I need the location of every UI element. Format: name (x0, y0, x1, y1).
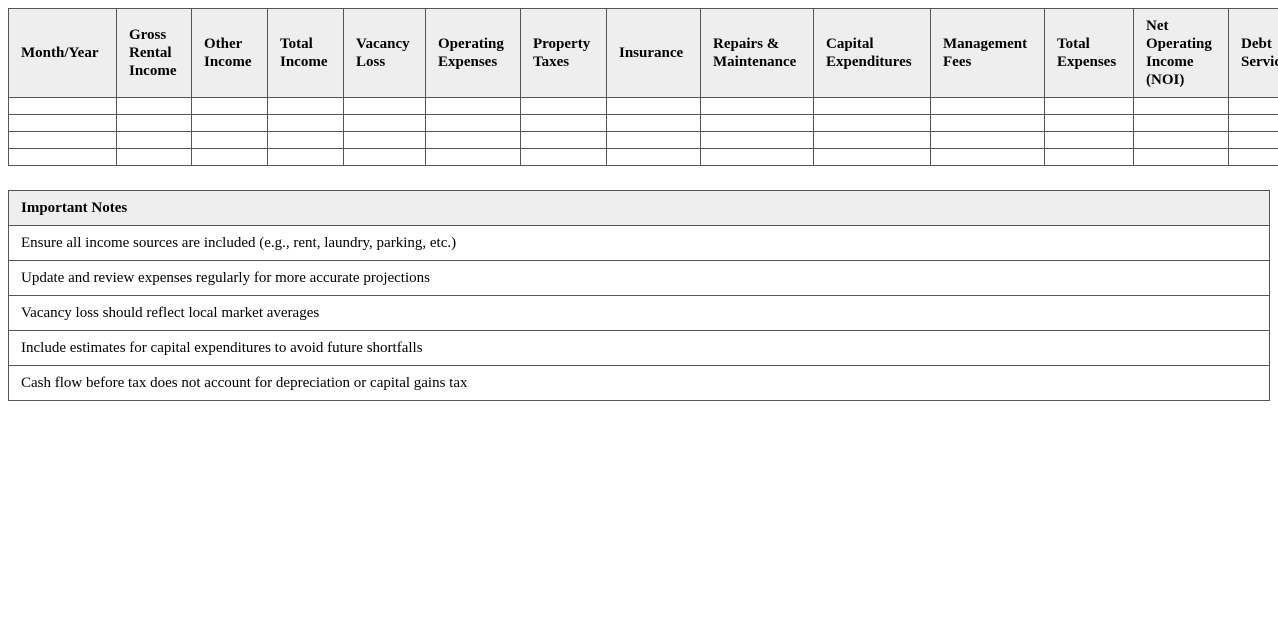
empty-cell (1228, 131, 1278, 149)
empty-row (8, 148, 1278, 166)
empty-cell (1133, 148, 1229, 166)
empty-cell (700, 114, 814, 132)
empty-cell (191, 131, 268, 149)
empty-cell (1133, 131, 1229, 149)
empty-cell (930, 148, 1045, 166)
column-header: Insurance (606, 8, 701, 98)
empty-cell (1044, 148, 1134, 166)
column-header: Debt Service (1228, 8, 1278, 98)
note-row: Include estimates for capital expenditur… (8, 330, 1270, 366)
empty-cell (1133, 97, 1229, 115)
empty-cell (1133, 114, 1229, 132)
empty-cell (930, 131, 1045, 149)
note-text: Ensure all income sources are included (… (8, 225, 1270, 261)
empty-cell (606, 148, 701, 166)
empty-cell (267, 97, 344, 115)
empty-cell (8, 97, 117, 115)
empty-cell (930, 97, 1045, 115)
empty-cell (1044, 97, 1134, 115)
empty-cell (1228, 148, 1278, 166)
empty-cell (813, 131, 931, 149)
column-header: Gross Rental Income (116, 8, 192, 98)
empty-cell (606, 97, 701, 115)
column-header: Operating Expenses (425, 8, 521, 98)
empty-cell (8, 148, 117, 166)
empty-cell (520, 148, 607, 166)
notes-title: Important Notes (8, 190, 1270, 226)
column-header: Total Expenses (1044, 8, 1134, 98)
table-container: Month/Year Gross Rental Income Other Incom… (8, 8, 1278, 166)
empty-cell (425, 131, 521, 149)
empty-cell (267, 148, 344, 166)
header-row: Month/Year Gross Rental Income Other Incom… (8, 8, 1278, 98)
empty-cell (606, 114, 701, 132)
note-row: Ensure all income sources are included (… (8, 225, 1270, 261)
empty-cell (606, 131, 701, 149)
empty-cell (520, 131, 607, 149)
notes-header-row: Important Notes (8, 190, 1270, 226)
empty-cell (267, 114, 344, 132)
column-header: Month/Year (8, 8, 117, 98)
empty-cell (1044, 131, 1134, 149)
empty-row (8, 131, 1278, 149)
empty-cell (813, 97, 931, 115)
empty-cell (700, 97, 814, 115)
column-header: Management Fees (930, 8, 1045, 98)
empty-cell (8, 114, 117, 132)
empty-cell (343, 97, 426, 115)
notes-table: Important Notes Ensure all income source… (8, 190, 1270, 401)
empty-cell (343, 148, 426, 166)
empty-cell (425, 148, 521, 166)
empty-cell (343, 114, 426, 132)
column-header: Repairs & Maintenance (700, 8, 814, 98)
empty-cell (813, 148, 931, 166)
empty-cell (700, 131, 814, 149)
empty-cell (116, 148, 192, 166)
empty-cell (1228, 114, 1278, 132)
note-text: Update and review expenses regularly for… (8, 260, 1270, 296)
empty-cell (425, 114, 521, 132)
empty-cell (116, 114, 192, 132)
empty-cell (116, 131, 192, 149)
empty-cell (116, 97, 192, 115)
empty-row (8, 114, 1278, 132)
column-header: Other Income (191, 8, 268, 98)
column-header: Total Income (267, 8, 344, 98)
empty-cell (1044, 114, 1134, 132)
empty-row (8, 97, 1278, 115)
empty-cell (425, 97, 521, 115)
empty-cell (700, 148, 814, 166)
empty-cell (191, 148, 268, 166)
note-text: Include estimates for capital expenditur… (8, 330, 1270, 366)
empty-cell (813, 114, 931, 132)
empty-cell (520, 114, 607, 132)
empty-cell (191, 97, 268, 115)
column-header: Net Operating Income (NOI) (1133, 8, 1229, 98)
empty-cell (343, 131, 426, 149)
empty-cell (1228, 97, 1278, 115)
empty-cell (267, 131, 344, 149)
empty-cell (8, 131, 117, 149)
cash-flow-table: Month/Year Gross Rental Income Other Incom… (8, 8, 1278, 166)
note-row: Cash flow before tax does not account fo… (8, 365, 1270, 401)
empty-cell (930, 114, 1045, 132)
empty-cell (520, 97, 607, 115)
column-header: Property Taxes (520, 8, 607, 98)
column-header: Vacancy Loss (343, 8, 426, 98)
note-text: Cash flow before tax does not account fo… (8, 365, 1270, 401)
note-text: Vacancy loss should reflect local market… (8, 295, 1270, 331)
empty-cell (191, 114, 268, 132)
note-row: Update and review expenses regularly for… (8, 260, 1270, 296)
column-header: Capital Expenditures (813, 8, 931, 98)
note-row: Vacancy loss should reflect local market… (8, 295, 1270, 331)
